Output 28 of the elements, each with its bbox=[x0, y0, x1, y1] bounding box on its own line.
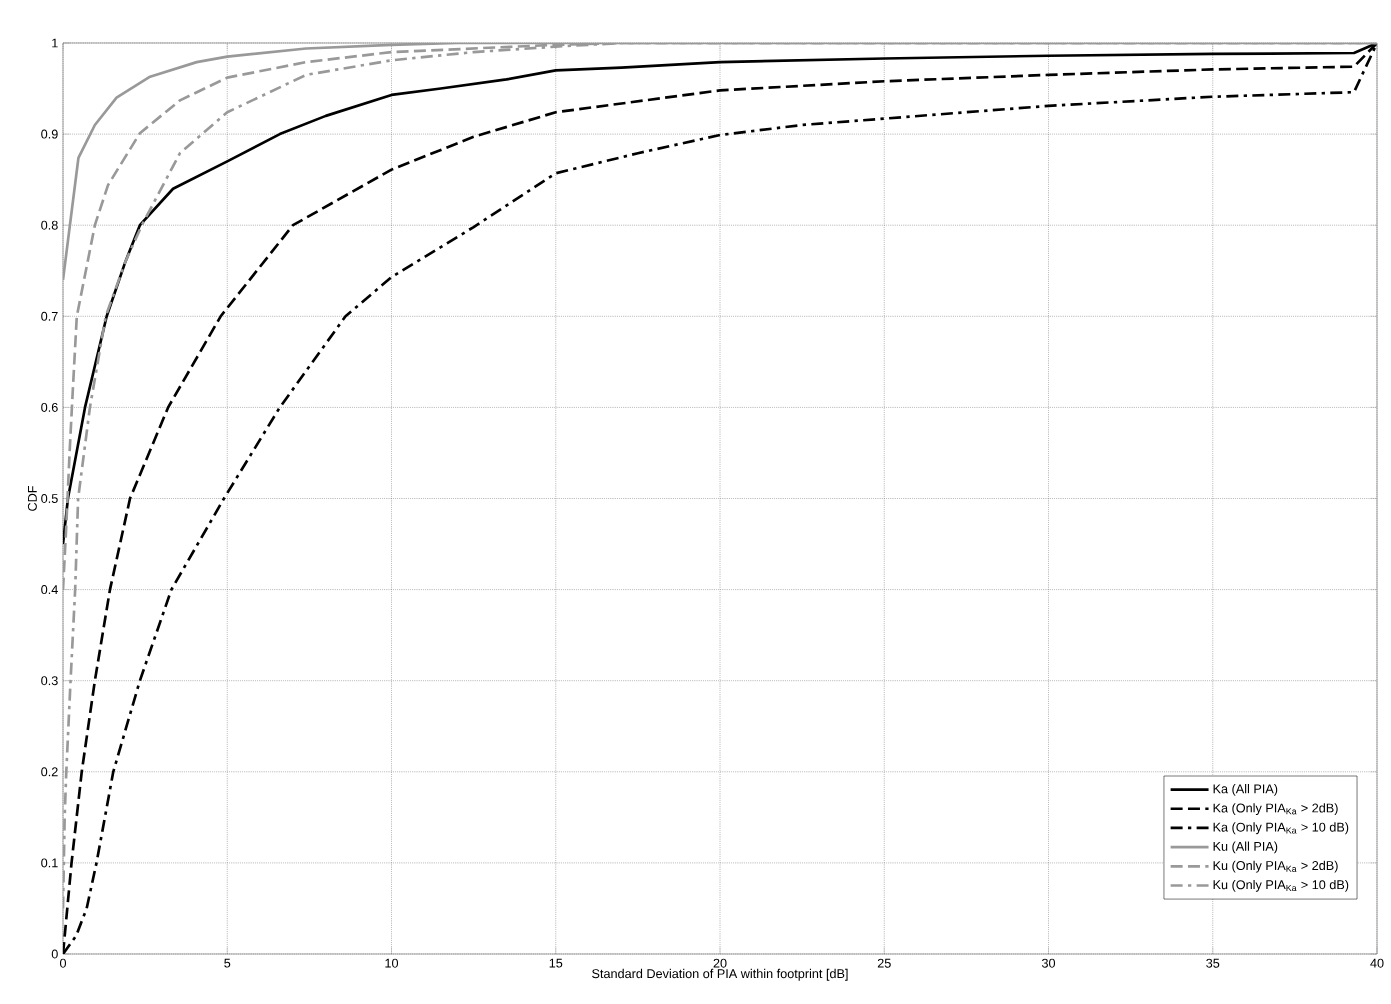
legend-label: Ku (Only PIA$_{Ka}$ > 10 dB) bbox=[1213, 879, 1349, 892]
x-tick-label: 10 bbox=[385, 958, 399, 968]
y-tick-label: 0.6 bbox=[41, 402, 58, 412]
legend-label: Ka (Only PIA$_{Ka}$ > 10 dB) bbox=[1213, 822, 1349, 835]
legend-label: Ka (All PIA) bbox=[1213, 784, 1278, 796]
x-tick-label: 30 bbox=[1041, 958, 1056, 968]
x-tick-label: 0 bbox=[59, 958, 67, 968]
x-axis-title: Standard Deviation of PIA within footprint [dB] bbox=[592, 968, 848, 981]
x-tick-label: 40 bbox=[1370, 958, 1384, 968]
x-tick-label: 20 bbox=[713, 958, 727, 968]
legend-label: Ku (Only PIA$_{Ka}$ > 2dB) bbox=[1213, 860, 1338, 873]
y-tick-label: 0.1 bbox=[41, 858, 58, 868]
legend-label: Ku (All PIA) bbox=[1213, 841, 1278, 854]
y-tick-label: 0.3 bbox=[41, 676, 58, 686]
x-tick-label: 25 bbox=[877, 958, 891, 968]
x-tick-label: 35 bbox=[1206, 958, 1220, 968]
y-tick-label: 0.5 bbox=[41, 494, 58, 503]
x-tick-label: 15 bbox=[549, 958, 563, 968]
y-tick-label: 0.7 bbox=[41, 311, 58, 321]
legend-label: Ka (Only PIA$_{Ka}$ > 2dB) bbox=[1213, 803, 1338, 815]
y-tick-label: 0 bbox=[51, 949, 58, 959]
x-tick-label: 5 bbox=[224, 958, 231, 968]
y-tick-label: 1 bbox=[52, 38, 58, 48]
y-tick-label: 0.9 bbox=[41, 129, 58, 139]
y-tick-label: 0.4 bbox=[41, 585, 58, 595]
y-axis-title: CDF bbox=[27, 485, 37, 511]
y-tick-label: 0.8 bbox=[41, 220, 58, 230]
y-tick-label: 0.2 bbox=[41, 767, 58, 777]
